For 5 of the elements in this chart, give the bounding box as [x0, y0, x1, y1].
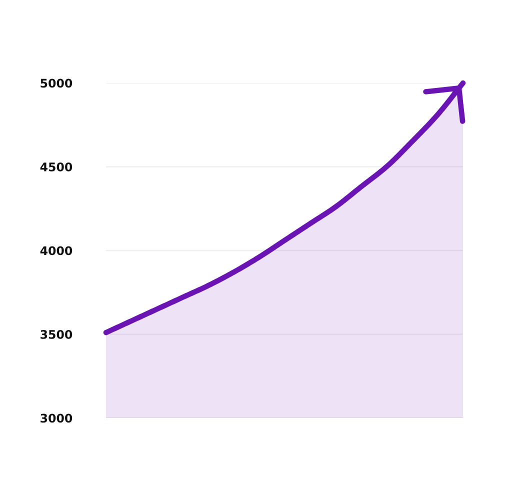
- y-tick-label: 4000: [40, 246, 72, 256]
- y-tick-label: 4500: [40, 162, 72, 172]
- y-tick-label: 3000: [40, 414, 72, 423]
- y-tick-label: 5000: [40, 78, 72, 88]
- y-tick-label: 3500: [40, 330, 72, 339]
